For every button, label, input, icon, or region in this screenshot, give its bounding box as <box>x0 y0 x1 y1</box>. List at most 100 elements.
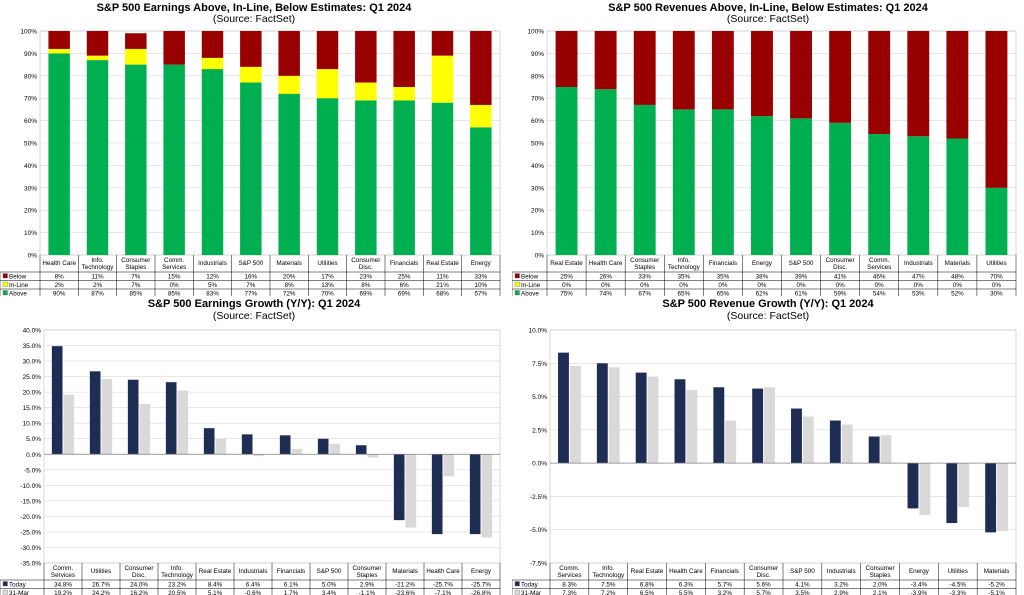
data-label-above: 77% <box>245 291 258 297</box>
bar-above-s-p-500 <box>790 118 812 255</box>
data-label-in-line: 8% <box>361 282 371 289</box>
x-tick-label: Consumer Staples <box>352 565 381 579</box>
y-tick-label: 5.0% <box>26 436 41 443</box>
data-label-below: 26% <box>599 274 612 281</box>
data-label-31-mar: 1.7% <box>284 590 299 595</box>
x-tick-label: Energy <box>471 260 492 267</box>
data-label-in-line: 0% <box>640 282 650 289</box>
data-label-below: 46% <box>873 274 886 281</box>
x-tick-label: Info. Technology <box>161 565 194 579</box>
y-tick-label: 7.5% <box>532 361 547 368</box>
bar-below-health-care <box>48 31 70 49</box>
data-label-below: 33% <box>638 274 651 281</box>
data-label-in-line: 7% <box>246 282 256 289</box>
bar-above-s-p-500 <box>240 82 262 256</box>
x-tick-label: S&P 500 <box>789 260 814 267</box>
data-label-above: 52% <box>951 291 964 297</box>
data-label-above: 65% <box>717 291 730 297</box>
y-tick-label: -20.0% <box>20 514 41 521</box>
data-label-31-mar: 20.5% <box>168 590 186 595</box>
data-label-today: 3.2% <box>834 582 849 589</box>
x-tick-label: Financials <box>390 260 418 267</box>
data-label-below: 11% <box>91 274 104 281</box>
y-tick-label: 80% <box>531 73 544 80</box>
x-tick-label: Consumer Disc. <box>124 565 153 579</box>
data-label-31-mar: 7.2% <box>601 590 616 595</box>
data-label-in-line: 8% <box>285 282 295 289</box>
bar-above-health-care <box>48 53 70 256</box>
bar-above-comm-services <box>163 64 185 255</box>
data-label-31-mar: 2.1% <box>873 590 888 595</box>
y-tick-label: 30.0% <box>23 359 42 366</box>
y-tick-label: 60% <box>531 118 544 125</box>
bar-in-line-health-care <box>48 48 70 54</box>
bar-below-health-care <box>594 31 617 90</box>
bar-today-financials <box>713 387 725 464</box>
x-tick-label: Consumer Staples <box>121 257 150 271</box>
bar-above-materials <box>278 93 300 255</box>
bar-31-mar-consumer-disc <box>764 387 775 464</box>
data-label-31-mar: 19.2% <box>54 590 72 595</box>
data-label-below: 35% <box>717 274 730 281</box>
x-tick-label: Materials <box>392 568 418 575</box>
data-label-below: 38% <box>756 274 769 281</box>
legend-key-below <box>514 273 520 279</box>
bar-today-energy <box>907 463 919 509</box>
data-label-31-mar: 6.5% <box>640 590 655 595</box>
bar-below-consumer-disc <box>355 31 377 83</box>
data-label-31-mar: -7.1% <box>435 590 452 595</box>
x-tick-label: Real Estate <box>550 260 583 267</box>
bar-below-real-estate <box>431 31 454 56</box>
y-tick-label: 10.0% <box>529 328 548 335</box>
data-label-today: 8.3% <box>562 582 577 589</box>
data-label-above: 70% <box>321 291 334 297</box>
data-label-in-line: 0% <box>836 282 846 289</box>
bar-today-utilities <box>946 463 958 524</box>
x-tick-label: Comm. Services <box>557 565 581 579</box>
data-label-in-line: 0% <box>796 282 806 289</box>
y-tick-label: -15.0% <box>20 498 41 505</box>
y-tick-label: 50% <box>24 141 37 148</box>
data-label-today: -5.2% <box>988 582 1005 589</box>
bar-31-mar-real-estate <box>215 438 227 455</box>
y-tick-label: -2.5% <box>530 494 547 501</box>
bar-above-financials <box>711 109 734 256</box>
data-label-in-line: 2% <box>55 282 65 289</box>
bar-in-line-consumer-disc <box>355 82 377 101</box>
legend-key-in-line <box>2 281 8 287</box>
bar-above-financials <box>393 100 415 255</box>
x-tick-label: Financials <box>711 568 739 575</box>
data-label-in-line: 21% <box>436 282 449 289</box>
bar-31-mar-s-p-500 <box>802 416 814 464</box>
y-tick-label: -7.5% <box>530 561 547 568</box>
data-label-above: 72% <box>283 291 296 297</box>
bar-above-info-technology <box>672 109 695 256</box>
data-label-31-mar: 5.1% <box>208 590 223 595</box>
data-label-today: -3.4% <box>911 582 928 589</box>
data-label-in-line: 2% <box>93 282 103 289</box>
bar-below-financials <box>711 31 734 110</box>
data-label-above: 53% <box>912 291 925 297</box>
bar-31-mar-utilities <box>958 463 970 508</box>
bar-below-consumer-staples <box>125 33 147 49</box>
bar-31-mar-consumer-staples <box>367 454 379 458</box>
bar-below-s-p-500 <box>790 31 812 119</box>
data-label-31-mar: -23.6% <box>395 590 415 595</box>
x-tick-label: Comm. Services <box>867 257 891 271</box>
y-tick-label: -5.0% <box>24 467 41 474</box>
bar-31-mar-consumer-disc <box>139 403 151 455</box>
earnings-growth-chart: S&P 500 Earnings Growth (Y/Y): Q1 2024 (S… <box>0 298 508 595</box>
y-tick-label: 40% <box>531 163 544 170</box>
data-label-above: 90% <box>53 291 66 297</box>
data-label-today: 2.9% <box>360 582 375 589</box>
legend-key-above <box>514 290 520 296</box>
data-label-in-line: 0% <box>679 282 689 289</box>
bar-above-info-technology <box>86 60 109 256</box>
data-label-today: 4.1% <box>795 582 810 589</box>
chart-subtitle: (Source: FactSet) <box>727 13 809 25</box>
legend-key-31-mar <box>2 589 8 595</box>
data-label-above: 85% <box>130 291 143 297</box>
data-label-today: 23.2% <box>168 582 186 589</box>
bar-above-energy <box>470 127 492 255</box>
y-tick-label: -30.0% <box>20 545 41 552</box>
